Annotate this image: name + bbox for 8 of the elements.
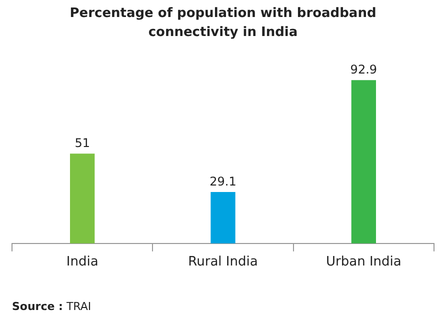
data-label: 29.1 <box>210 174 236 188</box>
data-label: 51 <box>74 136 90 150</box>
x-tick-label: Rural India <box>188 254 258 270</box>
data-label: 92.9 <box>350 62 378 77</box>
source-note: Source : TRAI <box>12 300 92 313</box>
x-tick-label: India <box>66 254 98 270</box>
chart-title: Percentage of population with broadband connectivity in India <box>68 5 378 42</box>
x-tick-label: Urban India <box>326 254 402 270</box>
